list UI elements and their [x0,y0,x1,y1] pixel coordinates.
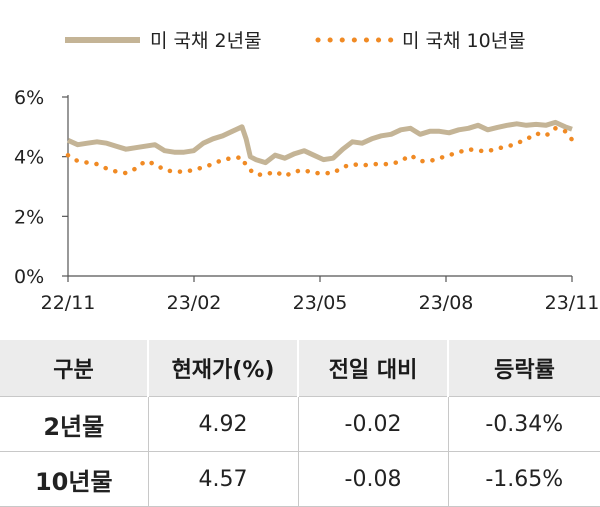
x-tick-label: 23/11 [545,292,600,314]
header-change: 전일 대비 [297,340,448,397]
header-category: 구분 [0,340,148,397]
cell-change: -0.08 [297,451,448,507]
chart-legend: 미 국채 2년물 미 국채 10년물 [65,30,526,52]
cell-tenor: 10년물 [0,451,148,507]
cell-rate: -0.34% [447,396,600,452]
x-tick-label: 23/02 [167,292,222,314]
series-line-10y [65,126,575,179]
y-tick-label: 6% [14,87,44,109]
yield-summary-table: 구분 현재가(%) 전일 대비 등락률 2년물 4.92 -0.02 -0.34… [0,340,600,507]
cell-change: -0.02 [297,396,448,452]
cell-tenor: 2년물 [0,396,148,452]
x-tick-label: 23/08 [419,292,474,314]
header-current-price: 현재가(%) [147,340,298,397]
cell-rate: -1.65% [447,451,600,507]
chart-axes: 0% 2% 4% 6% 22/11 23/02 23/05 23/08 23/11 [14,87,599,314]
table-row: 10년물 4.57 -0.08 -1.65% [0,451,600,507]
yield-line-chart: 미 국채 2년물 미 국채 10년물 0% 2% 4% 6% 22/11 23/02 23/… [14,30,599,314]
legend-label-2y: 미 국채 2년물 [150,30,262,52]
y-tick-label: 2% [14,206,44,228]
table-header-row: 구분 현재가(%) 전일 대비 등락률 [0,340,600,397]
legend-label-10y: 미 국채 10년물 [402,30,526,52]
chart-series [65,119,575,179]
y-tick-label: 4% [14,147,44,169]
y-tick-label: 0% [14,266,44,288]
header-change-rate: 등락률 [447,340,600,397]
cell-current: 4.92 [147,396,298,452]
cell-current: 4.57 [147,451,298,507]
table-row: 2년물 4.92 -0.02 -0.34% [0,396,600,452]
x-tick-label: 23/05 [293,292,348,314]
series-line-2y [66,119,573,166]
x-tick-label: 22/11 [41,292,96,314]
